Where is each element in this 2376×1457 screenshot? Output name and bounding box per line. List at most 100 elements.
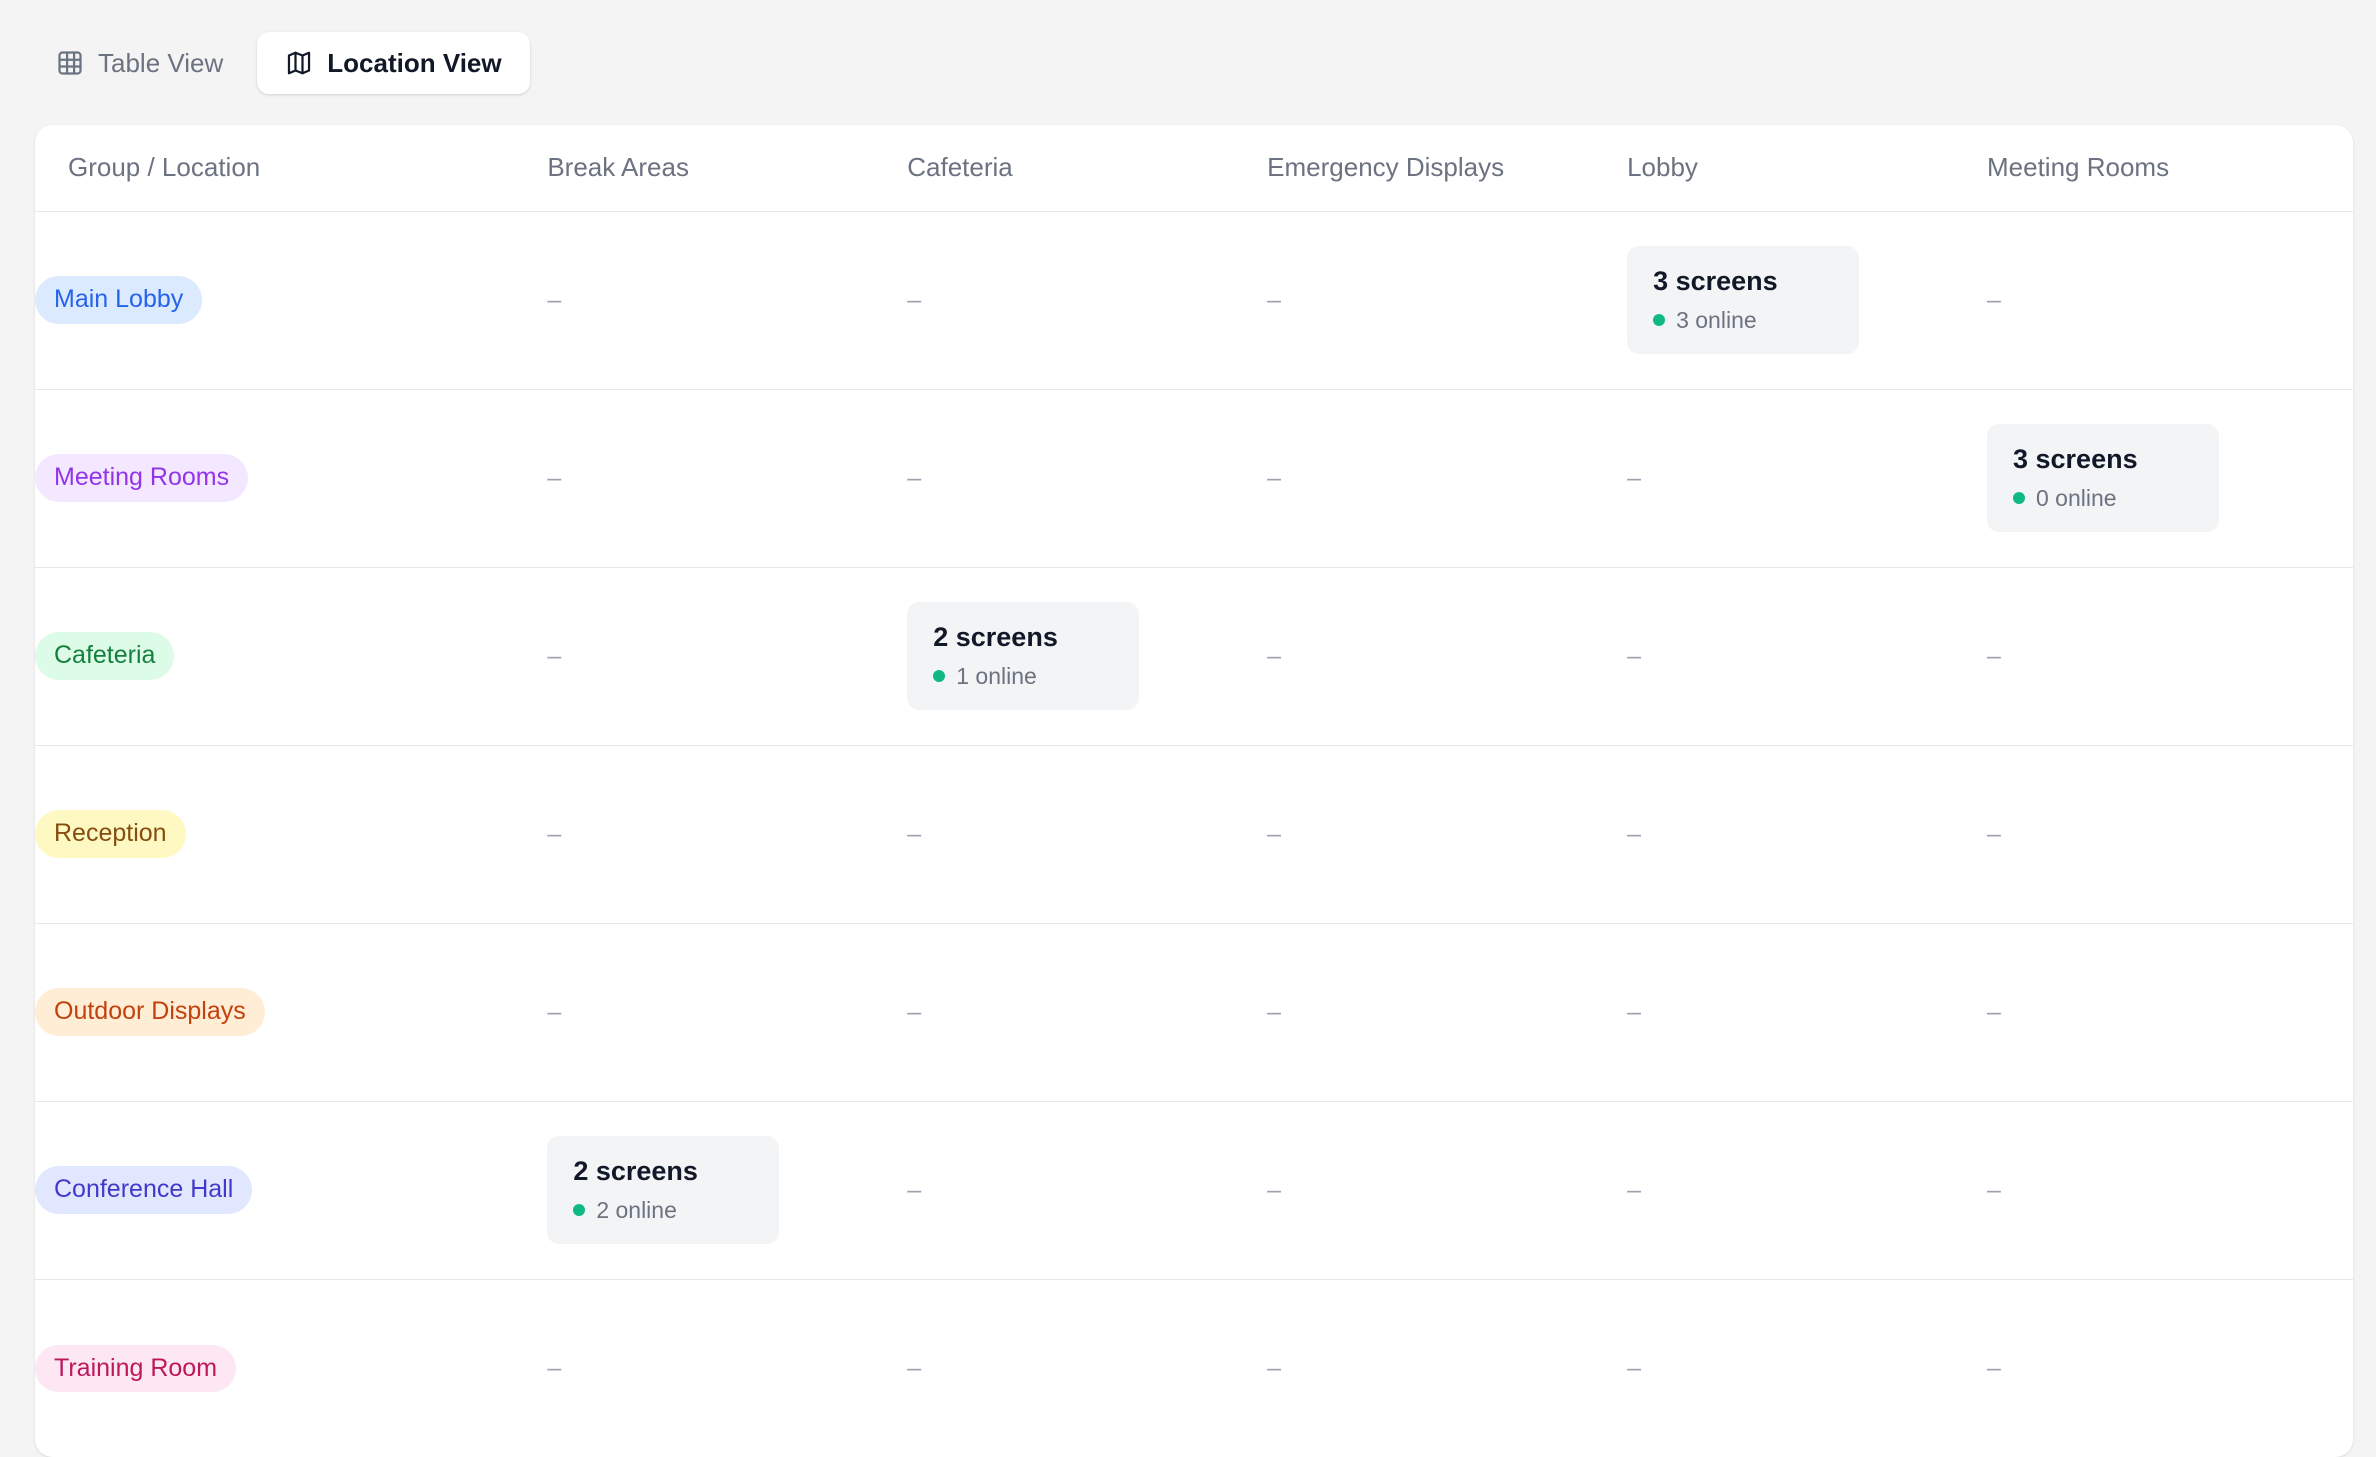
empty-marker: – (547, 285, 562, 314)
screen-count-label: 3 screens (2013, 443, 2138, 474)
group-badge[interactable]: Meeting Rooms (35, 454, 249, 502)
online-count-label: 2 online (596, 1196, 677, 1223)
empty-cell: – (1267, 388, 1628, 567)
empty-marker: – (1627, 819, 1641, 848)
status-dot-icon (2013, 492, 2025, 505)
column-header-meeting-rooms: Meeting Rooms (1987, 125, 2353, 212)
tab-location-view[interactable]: Location View (257, 32, 530, 94)
empty-cell: – (907, 211, 1267, 389)
empty-marker: – (547, 463, 562, 492)
empty-cell: – (907, 388, 1268, 567)
online-count-label: 1 online (956, 662, 1037, 689)
empty-marker: – (547, 819, 562, 848)
empty-cell: – (547, 744, 908, 923)
screen-count-label: 2 screens (573, 1155, 698, 1186)
empty-marker: – (1987, 819, 2001, 848)
tab-table-view[interactable]: Table View (28, 32, 251, 94)
empty-marker: – (1987, 1353, 2001, 1382)
table-row: Outdoor Displays – – – – – (35, 922, 2353, 1101)
online-status: 0 online (2013, 485, 2193, 511)
empty-cell: – (547, 566, 908, 745)
empty-marker: – (1987, 285, 2001, 314)
empty-marker: – (907, 997, 922, 1026)
empty-cell: – (1627, 1100, 1987, 1279)
group-badge[interactable]: Outdoor Displays (35, 988, 265, 1036)
empty-cell: – (547, 1278, 908, 1457)
empty-marker: – (1987, 997, 2001, 1026)
table-row: Main Lobby – – – 3 screens 3 online – (35, 211, 2353, 389)
empty-marker: – (1627, 1353, 1641, 1382)
group-badge[interactable]: Reception (35, 810, 186, 858)
empty-cell: – (547, 922, 908, 1101)
column-header-break-areas: Break Areas (547, 125, 908, 212)
empty-cell: – (1987, 1100, 2353, 1279)
screen-count-label: 3 screens (1653, 265, 1778, 296)
header-row: Group / Location Break Areas Cafeteria E… (35, 125, 2353, 212)
empty-marker: – (1267, 641, 1282, 670)
table-header: Group / Location Break Areas Cafeteria E… (35, 125, 2353, 212)
empty-cell: – (1627, 922, 1987, 1101)
group-badge[interactable]: Cafeteria (35, 632, 175, 680)
group-badge[interactable]: Main Lobby (35, 276, 203, 324)
empty-cell: – (1267, 922, 1628, 1101)
table-row: Cafeteria – 2 screens 1 online – – – (35, 566, 2353, 745)
location-matrix-card: Group / Location Break Areas Cafeteria E… (35, 125, 2353, 1457)
empty-cell: – (1267, 566, 1628, 745)
view-switcher: Table View Location View (0, 0, 2376, 106)
empty-marker: – (1267, 285, 1282, 314)
empty-cell: – (907, 1100, 1268, 1279)
empty-marker: – (907, 1175, 922, 1204)
empty-marker: – (907, 285, 922, 314)
group-badge[interactable]: Conference Hall (35, 1166, 253, 1214)
empty-marker: – (1627, 1175, 1641, 1204)
empty-marker: – (907, 1353, 922, 1382)
empty-cell: – (1267, 744, 1628, 923)
empty-cell: – (547, 211, 907, 389)
table-body: Main Lobby – – –3 screens 3 online – Meeting R… (35, 211, 2353, 1457)
online-status: 1 online (933, 663, 1113, 689)
empty-marker: – (547, 1353, 562, 1382)
table-icon (56, 49, 84, 77)
table-row: Training Room – – – – – (35, 1278, 2353, 1457)
empty-cell: – (1987, 1278, 2353, 1457)
group-cell: Training Room (35, 1278, 548, 1457)
status-dot-icon (1653, 314, 1666, 327)
screen-count-card[interactable]: 2 screens 1 online (907, 601, 1140, 711)
online-status: 3 online (1653, 307, 1833, 333)
status-dot-icon (573, 1204, 586, 1217)
empty-marker: – (1267, 463, 1282, 492)
empty-marker: – (1627, 997, 1641, 1026)
empty-marker: – (1267, 819, 1282, 848)
empty-cell: – (1267, 211, 1627, 389)
empty-cell: – (547, 388, 908, 567)
empty-marker: – (1987, 641, 2001, 670)
empty-cell: – (1627, 388, 1987, 567)
empty-cell: – (1627, 566, 1987, 745)
group-badge[interactable]: Training Room (35, 1344, 237, 1392)
online-status: 2 online (573, 1197, 753, 1223)
status-dot-icon (933, 670, 946, 683)
empty-cell: – (1627, 1278, 1987, 1457)
empty-marker: – (1627, 641, 1641, 670)
screen-count-card[interactable]: 2 screens 2 online (547, 1135, 780, 1245)
empty-marker: – (1267, 1353, 1282, 1382)
empty-cell: – (1627, 744, 1987, 923)
group-cell: Reception (35, 744, 548, 923)
screen-count-label: 2 screens (933, 621, 1058, 652)
empty-cell: – (907, 744, 1268, 923)
screen-count-cell: 3 screens 0 online (1987, 388, 2353, 567)
empty-cell: – (1987, 922, 2353, 1101)
empty-marker: – (547, 997, 562, 1026)
screen-count-card[interactable]: 3 screens 0 online (1987, 423, 2219, 533)
table-row: Meeting Rooms – – – – 3 screens 0 online (35, 388, 2353, 567)
column-header-cafeteria: Cafeteria (907, 125, 1268, 212)
online-count-label: 3 online (1676, 306, 1757, 333)
empty-marker: – (1267, 1175, 1282, 1204)
empty-cell: – (1987, 211, 2353, 389)
screen-count-card[interactable]: 3 screens 3 online (1627, 245, 1860, 355)
empty-cell: – (907, 1278, 1268, 1457)
group-cell: Meeting Rooms (35, 388, 548, 567)
empty-cell: – (907, 922, 1268, 1101)
online-count-label: 0 online (2036, 484, 2117, 511)
empty-cell: – (1987, 744, 2353, 923)
